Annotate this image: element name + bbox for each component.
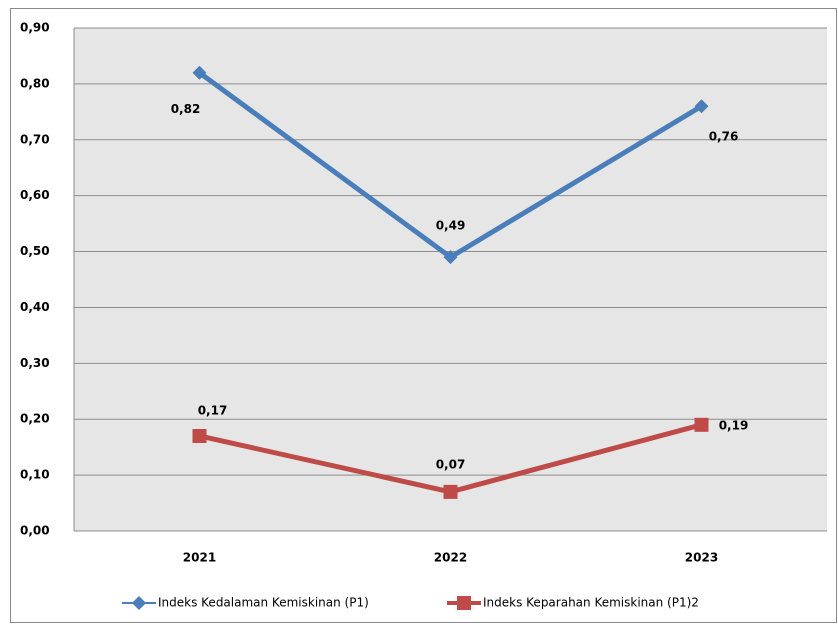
data-label: 0,76	[709, 130, 739, 144]
data-label: 0,19	[719, 418, 749, 432]
legend-label: Indeks Keparahan Kemiskinan (P1)2	[483, 596, 699, 610]
data-label: 0,17	[198, 403, 228, 417]
data-label: 0,82	[171, 102, 201, 116]
legend-label: Indeks Kedalaman Kemiskinan (P1)	[158, 596, 369, 610]
y-tick-label: 0,50	[20, 244, 50, 258]
data-label: 0,49	[436, 219, 466, 233]
point	[443, 250, 458, 265]
y-tick-label: 0,00	[20, 524, 50, 538]
point	[694, 417, 709, 432]
data-label: 0,07	[436, 457, 466, 471]
x-tick-label: 2021	[183, 551, 216, 565]
y-tick-label: 0,20	[20, 412, 50, 426]
y-tick-label: 0,30	[20, 356, 50, 370]
y-tick-label: 0,60	[20, 188, 50, 202]
y-tick-label: 0,10	[20, 468, 50, 482]
legend-marker	[457, 596, 471, 610]
x-tick-label: 2023	[685, 551, 718, 565]
point	[694, 99, 709, 114]
legend-marker	[132, 596, 146, 610]
y-tick-label: 0,70	[20, 132, 50, 146]
y-tick-label: 0,80	[20, 76, 50, 90]
point	[443, 484, 458, 499]
y-tick-label: 0,90	[20, 21, 50, 35]
x-tick-label: 2022	[434, 551, 467, 565]
point	[192, 428, 207, 443]
point	[192, 65, 207, 80]
y-tick-label: 0,40	[20, 300, 50, 314]
